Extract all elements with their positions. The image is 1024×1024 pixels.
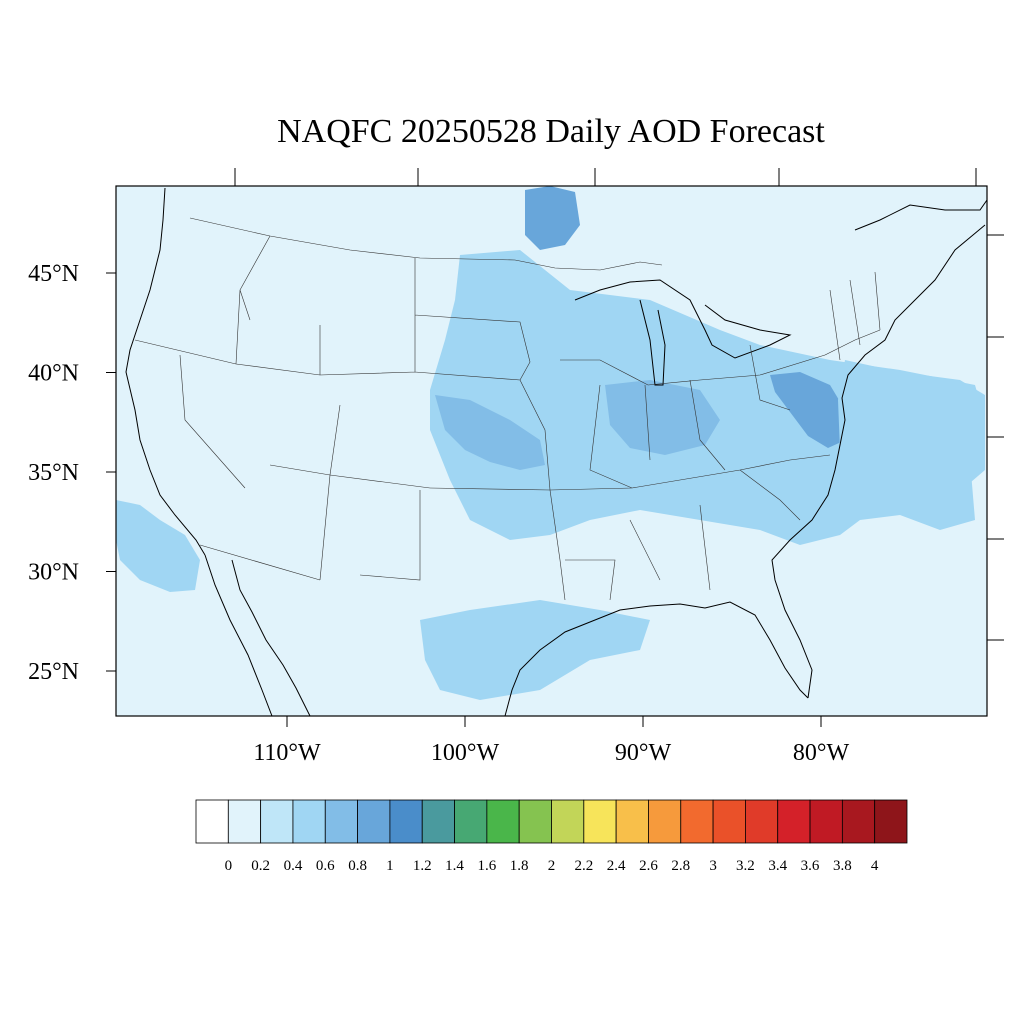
colorbar-label: 1.2 [413, 858, 432, 874]
colorbar-swatch [745, 799, 779, 844]
lat-tick-label: 40°N [28, 361, 79, 387]
colorbar-label: 3.4 [768, 858, 787, 874]
colorbar-swatch [357, 799, 391, 844]
aod-plumes [116, 186, 985, 700]
colorbar-label: 2.6 [639, 858, 658, 874]
lon-tick-label: 100°W [431, 740, 500, 766]
colorbar-swatch [551, 799, 585, 844]
colorbar-swatch [518, 799, 552, 844]
colorbar-swatch [389, 799, 423, 844]
kansas-nebraska-core [435, 395, 545, 470]
lon-tick-label: 90°W [615, 740, 672, 766]
colorbar-swatch [486, 799, 520, 844]
colorbar-swatch [227, 799, 262, 844]
lon-tick-label: 80°W [793, 740, 850, 766]
northeast-borders [824, 271, 881, 361]
colorbar-swatch [421, 799, 455, 844]
mid-atlantic-core [770, 372, 850, 448]
lon-tick-label: 110°W [253, 740, 321, 766]
colorbar-swatch [712, 799, 746, 844]
colorbar-label: 3.8 [833, 858, 852, 874]
gulf-of-mexico-plume [420, 600, 650, 700]
map-frame [115, 185, 988, 717]
central-east-borders [429, 344, 831, 601]
coastlines [125, 187, 987, 716]
colorbar-label: 1.4 [445, 858, 464, 874]
colorbar-label: 1.6 [477, 858, 496, 874]
colorbar-swatch [583, 799, 617, 844]
atlantic-coastline [771, 224, 986, 699]
colorbar-label: 0 [225, 858, 233, 874]
colorbar-label: 0.2 [251, 858, 270, 874]
colorbar-swatch [680, 799, 714, 844]
colorbar-label: 3 [709, 858, 717, 874]
colorbar-label: 0.4 [284, 858, 303, 874]
colorbar-swatch [324, 799, 358, 844]
colorbar-swatch [777, 799, 811, 844]
lat-tick-label: 35°N [28, 460, 79, 486]
colorbar: 0 0.2 0.4 0.6 0.8 1 1.2 1.4 1.6 1.8 2 2.2 2.4 2.6 2.8 3… [195, 799, 908, 874]
gulf-of-california-coast [231, 559, 311, 716]
colorbar-label: 1 [386, 858, 394, 874]
atlantic-offshore-plume [838, 360, 985, 505]
map-axes: 45°N 40°N 35°N 30°N 25°N 110°W 100°W 90°W 80°W [28, 168, 1004, 766]
colorbar-swatch [841, 799, 876, 844]
colorbar-swatch [615, 799, 649, 844]
lat-tick-label: 45°N [28, 261, 79, 287]
colorbar-swatch [195, 799, 229, 844]
great-plains-midwest-plume [430, 250, 985, 545]
colorbar-label: 3.2 [736, 858, 755, 874]
colorbar-label: 2 [548, 858, 556, 874]
canada-us-border [189, 217, 663, 271]
ontario-lake-superior-spot [525, 186, 580, 250]
colorbar-label: 2.8 [671, 858, 690, 874]
great-lakes-shoreline [574, 279, 792, 386]
colorbar-label: 2.4 [607, 858, 626, 874]
colorbar-label: 0.6 [316, 858, 335, 874]
lat-tick-label: 30°N [28, 560, 79, 586]
colorbar-label: 0.8 [348, 858, 367, 874]
west-interior-borders [134, 235, 551, 581]
colorbar-swatch [874, 799, 908, 844]
state-boundaries [134, 217, 881, 601]
colorbar-swatch [809, 799, 843, 844]
colorbar-label: 3.6 [801, 858, 820, 874]
colorbar-swatch [260, 799, 294, 844]
pacific-coastline [125, 187, 206, 556]
colorbar-label: 4 [871, 858, 879, 874]
colorbar-swatch [454, 799, 488, 844]
canada-coastline [854, 199, 987, 231]
colorbar-label: 1.8 [510, 858, 529, 874]
pacific-coast-plume [116, 500, 200, 592]
colorbar-label: 2.2 [574, 858, 593, 874]
colorbar-swatch [648, 799, 682, 844]
ohio-valley-core [605, 380, 720, 455]
colorbar-swatch [292, 799, 326, 844]
gulf-coast [504, 601, 809, 716]
map-title: NAQFC 20250528 Daily AOD Forecast [277, 113, 825, 150]
baja-california-coast [204, 554, 273, 716]
map-area [116, 186, 987, 716]
lat-tick-label: 25°N [28, 659, 79, 685]
